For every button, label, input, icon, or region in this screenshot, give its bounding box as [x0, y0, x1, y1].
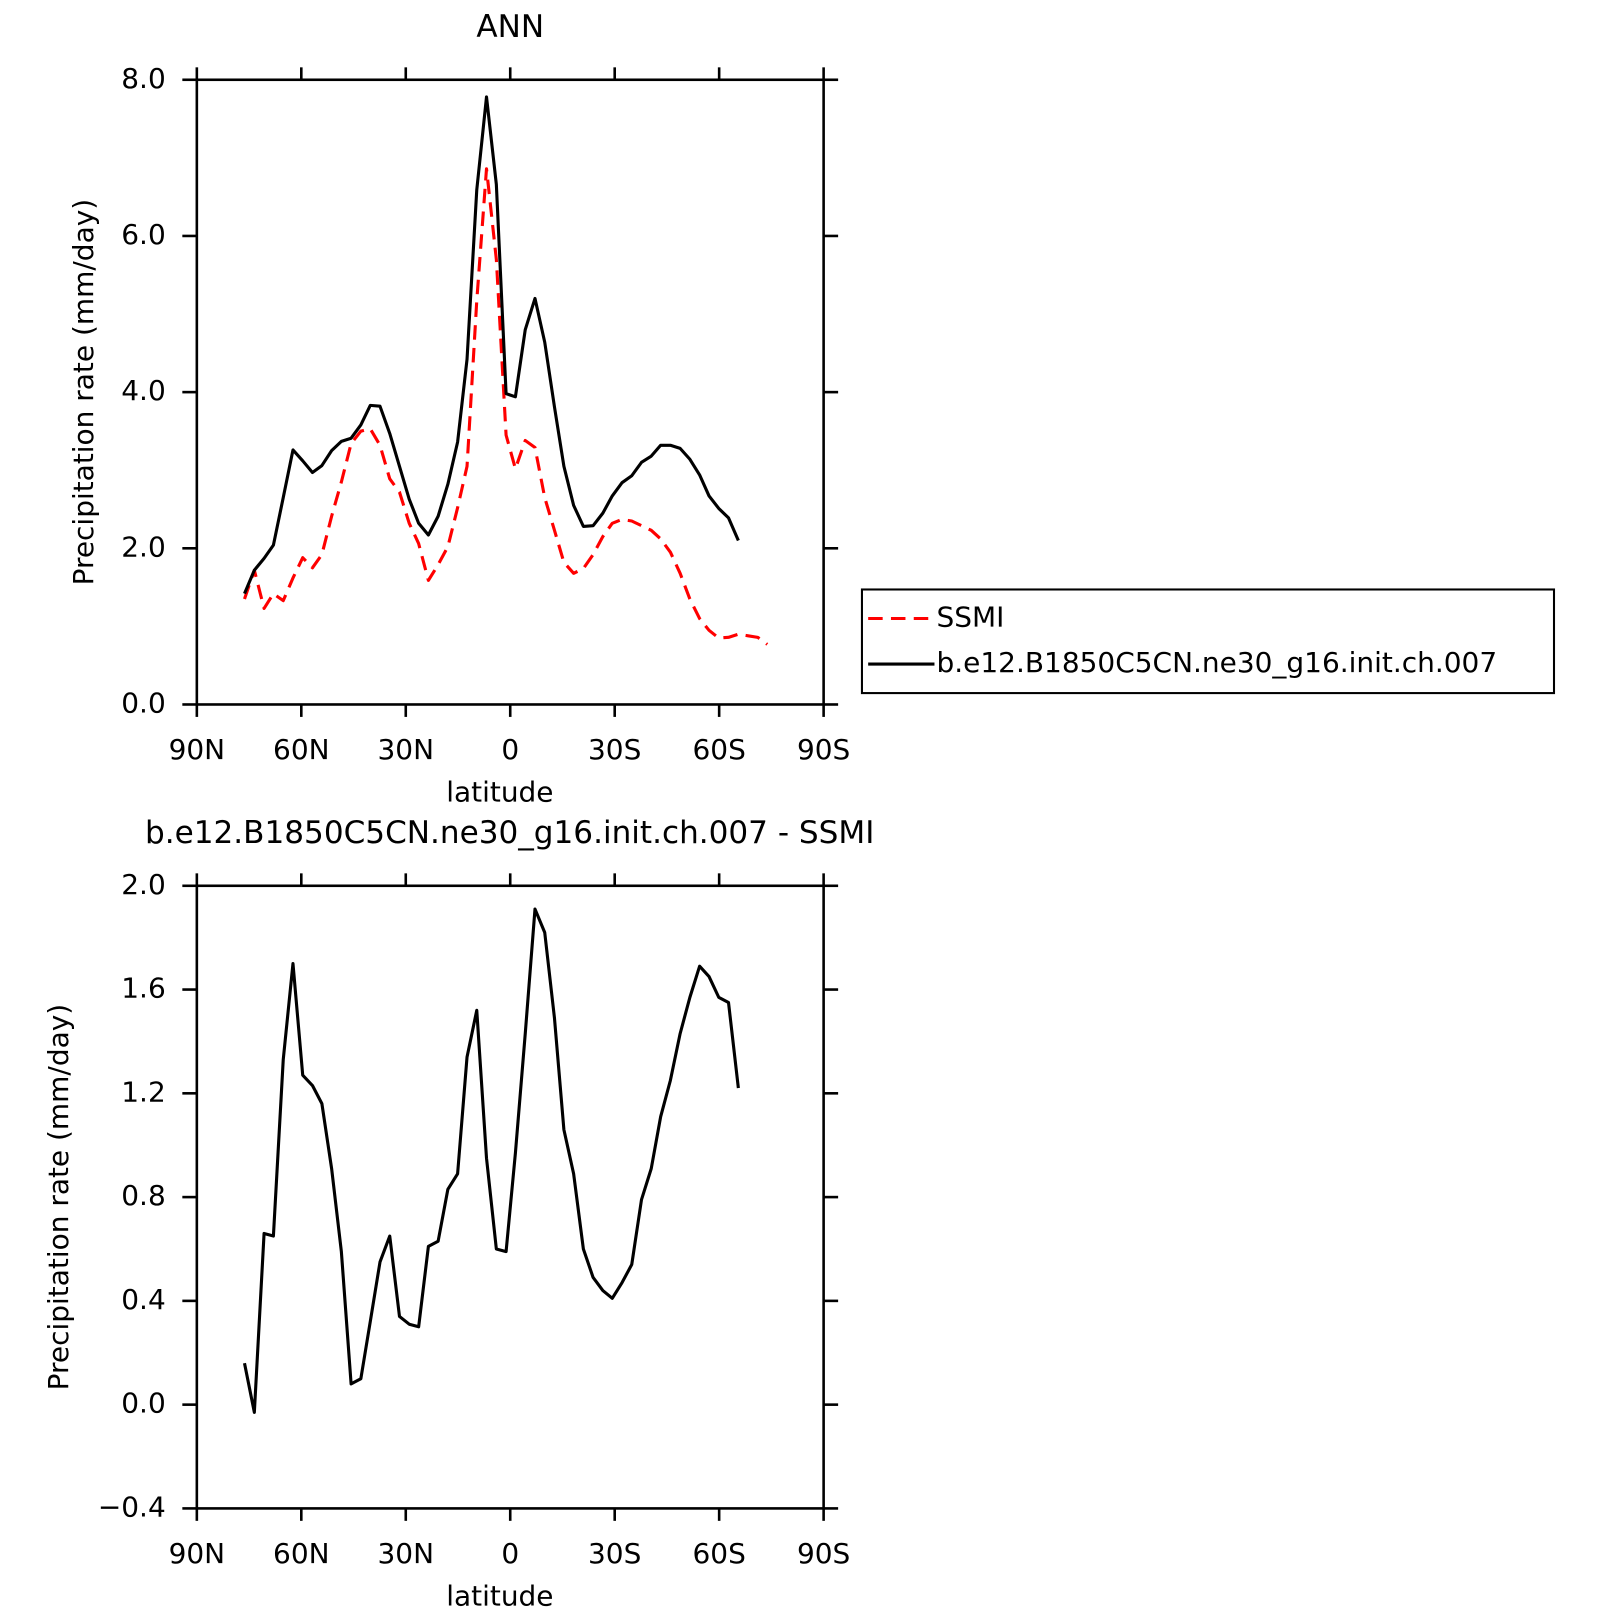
data-line — [242, 907, 740, 1414]
x-tick-label: 30N — [378, 1537, 435, 1570]
x-tick-label: 60N — [273, 1537, 330, 1570]
y-tick-label: 1.6 — [121, 972, 165, 1005]
x-tick-label: 0 — [501, 733, 519, 766]
y-tick-label: −0.4 — [98, 1490, 166, 1523]
y-tick-label: 0.0 — [121, 1387, 165, 1420]
plot-area: ANN 90N 60N 30N 0 30S 60S 90S 0.0 2.0 4.0 6.0 8.0 lat… — [42, 9, 1556, 1613]
y-tick-label: 2.0 — [121, 530, 165, 563]
x-tick-label: 0 — [501, 1537, 519, 1570]
y-tick-label: 2.0 — [121, 868, 165, 901]
data-line — [243, 167, 769, 646]
y-tick-label: 1.2 — [121, 1075, 165, 1108]
data-line — [243, 95, 740, 595]
y-axis-label: Precipitation rate (mm/day) — [67, 199, 100, 586]
x-tick-label: 30S — [588, 1537, 641, 1570]
x-tick-label: 90N — [169, 1537, 226, 1570]
x-tick-label: 30N — [378, 733, 435, 766]
plot-frame — [195, 78, 825, 706]
x-axis-label: latitude — [446, 776, 553, 809]
x-tick-label: 90S — [797, 1537, 850, 1570]
x-tick-label: 90N — [169, 733, 226, 766]
chart-title: b.e12.B1850C5CN.ne30_g16.init.ch.007 - S… — [145, 815, 874, 851]
x-tick-label: 60S — [692, 1537, 745, 1570]
legend-label: SSMI — [937, 600, 1005, 633]
legend-label: b.e12.B1850C5CN.ne30_g16.init.ch.007 — [937, 646, 1498, 679]
x-tick-label: 60N — [273, 733, 330, 766]
y-tick-label: 4.0 — [121, 374, 165, 407]
y-tick-label: 0.8 — [121, 1179, 165, 1212]
x-tick-label: 90S — [797, 733, 850, 766]
y-tick-label: 0.4 — [121, 1283, 165, 1316]
chart-title: ANN — [476, 9, 544, 45]
y-tick-label: 6.0 — [121, 218, 165, 251]
y-axis-label: Precipitation rate (mm/day) — [42, 1004, 75, 1391]
legend-box — [860, 588, 1556, 695]
y-tick-label: 8.0 — [121, 62, 165, 95]
y-tick-label: 0.0 — [121, 686, 165, 719]
x-tick-label: 60S — [692, 733, 745, 766]
x-tick-label: 30S — [588, 733, 641, 766]
x-axis-label: latitude — [446, 1580, 553, 1613]
